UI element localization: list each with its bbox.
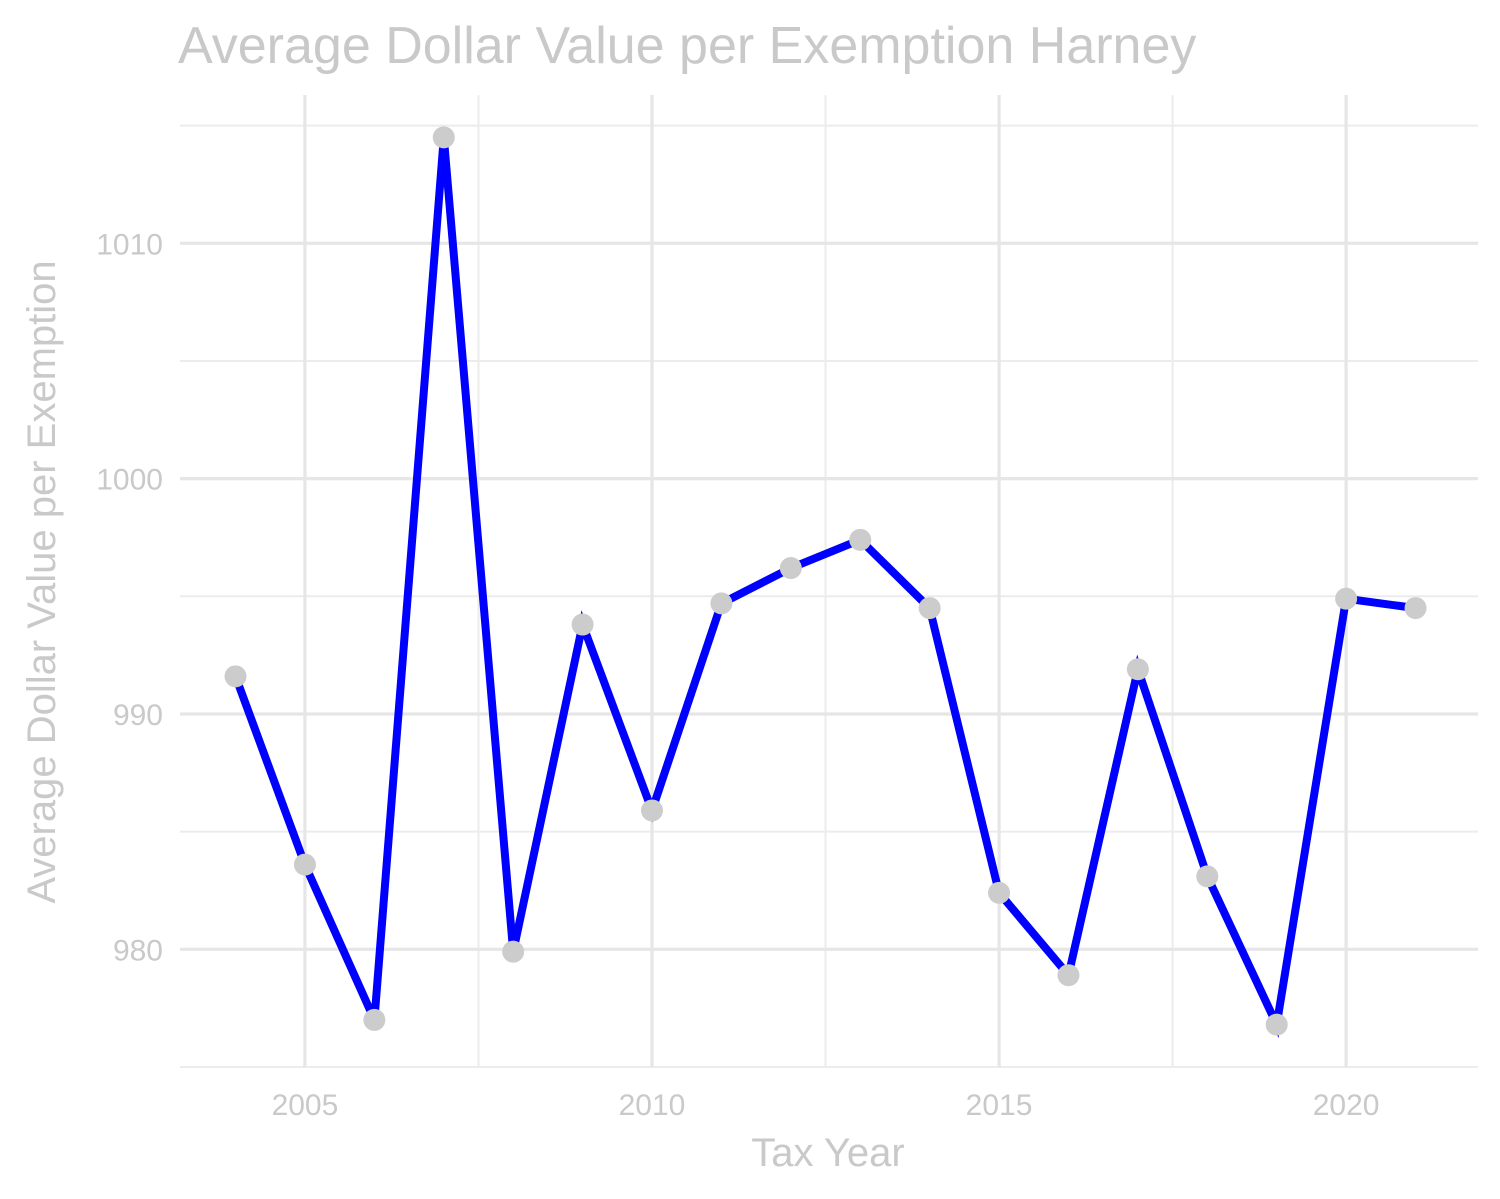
data-point (502, 940, 525, 963)
x-tick-label: 2005 (272, 1089, 339, 1122)
data-point (224, 665, 247, 688)
data-point (1404, 597, 1427, 620)
data-point (710, 592, 733, 615)
x-tick-label: 2015 (966, 1089, 1033, 1122)
chart-title: Average Dollar Value per Exemption Harne… (178, 17, 1196, 75)
y-axis-title: Average Dollar Value per Exemption (20, 260, 64, 903)
data-point (641, 799, 663, 822)
y-tick-label: 990 (113, 699, 163, 732)
grid (180, 95, 1478, 1068)
data-point (779, 557, 802, 580)
data-point (432, 126, 455, 149)
data-point (571, 613, 594, 636)
y-tick-label: 980 (113, 934, 163, 967)
data-point (1265, 1013, 1288, 1036)
series-line (231, 137, 1417, 1039)
data-point (849, 528, 872, 551)
x-axis-title: Tax Year (751, 1131, 904, 1175)
y-tick-label: 1010 (96, 228, 163, 261)
data-point (363, 1008, 386, 1031)
data-point (1335, 587, 1358, 610)
x-tick-label: 2020 (1313, 1089, 1380, 1122)
data-point (1126, 658, 1149, 681)
data-point (918, 597, 941, 620)
y-axis-tick-labels: 980 990 1000 1010 (96, 228, 163, 967)
data-point (1196, 865, 1219, 888)
data-point (293, 853, 316, 876)
y-tick-label: 1000 (96, 464, 163, 497)
x-axis-tick-labels: 2005 2010 2015 2020 (272, 1089, 1380, 1122)
data-point (988, 881, 1011, 904)
data-point (1057, 964, 1080, 987)
series-average-dollar-value (224, 126, 1427, 1039)
x-tick-label: 2010 (619, 1089, 686, 1122)
